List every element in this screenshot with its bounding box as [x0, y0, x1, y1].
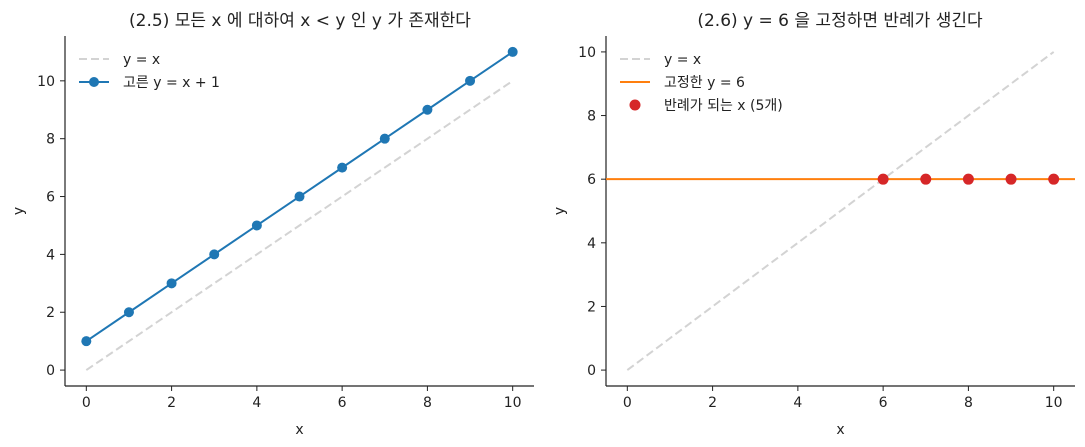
x-axis-label: x: [295, 422, 303, 438]
y-tick-label: 4: [46, 247, 55, 263]
legend-label: y = x: [123, 52, 160, 68]
data-point: [337, 162, 348, 173]
y-tick-label: 4: [587, 236, 596, 252]
chart-title: (2.6) y = 6 을 고정하면 반례가 생긴다: [697, 11, 983, 31]
data-point: [81, 336, 92, 347]
y-tick-label: 8: [46, 132, 55, 148]
reference-line-y-equals-x: [85, 80, 514, 371]
data-point: [465, 75, 476, 86]
x-tick-label: 2: [708, 395, 717, 411]
counterexample-point: [962, 173, 974, 185]
data-point: [294, 191, 305, 202]
y-axis-label: y: [552, 207, 568, 215]
data-point: [209, 249, 220, 260]
legend-label: 반례가 되는 x (5개): [664, 98, 783, 114]
chart-title: (2.5) 모든 x 에 대하여 x < y 인 y 가 존재한다: [129, 11, 471, 31]
y-tick-label: 0: [587, 363, 596, 379]
data-point: [123, 307, 134, 318]
x-tick-label: 4: [252, 395, 261, 411]
legend-label: 고른 y = x + 1: [123, 75, 220, 91]
right-chart-panel: (2.6) y = 6 을 고정하면 반례가 생긴다 0 2 4 6 8 10 0 2 4 6 8 10…: [552, 11, 1075, 438]
legend-swatch-marker: [89, 77, 99, 87]
counterexample-point: [877, 173, 889, 185]
data-point: [251, 220, 262, 231]
data-point: [422, 104, 433, 115]
legend-label: y = x: [664, 52, 701, 68]
y-tick-label: 10: [37, 74, 55, 90]
legend-swatch-marker: [629, 99, 641, 111]
reference-line-y-equals-x: [626, 51, 1055, 371]
data-point: [379, 133, 390, 144]
legend-label: 고정한 y = 6: [664, 75, 745, 91]
x-tick-label: 6: [338, 395, 347, 411]
counterexample-point: [920, 173, 932, 185]
x-tick-label: 6: [879, 395, 888, 411]
x-tick-label: 0: [82, 395, 91, 411]
y-tick-label: 10: [578, 45, 596, 61]
x-axis-label: x: [836, 422, 844, 438]
x-tick-label: 0: [623, 395, 632, 411]
y-tick-label: 2: [587, 299, 596, 315]
y-axis-label: y: [11, 207, 27, 215]
counterexample-point: [1048, 173, 1060, 185]
y-tick-label: 6: [587, 172, 596, 188]
x-tick-label: 8: [423, 395, 432, 411]
y-tick-label: 6: [46, 190, 55, 206]
data-point: [166, 278, 177, 289]
counterexample-point: [1005, 173, 1017, 185]
x-tick-label: 4: [793, 395, 802, 411]
y-tick-label: 2: [46, 305, 55, 321]
x-tick-label: 2: [167, 395, 176, 411]
y-tick-label: 0: [46, 363, 55, 379]
x-tick-label: 10: [504, 395, 522, 411]
left-chart-panel: (2.5) 모든 x 에 대하여 x < y 인 y 가 존재한다 0 2 4 6 8 10…: [11, 11, 534, 438]
x-tick-label: 8: [964, 395, 973, 411]
data-point: [507, 46, 518, 57]
x-tick-label: 10: [1045, 395, 1063, 411]
y-tick-label: 8: [587, 109, 596, 125]
